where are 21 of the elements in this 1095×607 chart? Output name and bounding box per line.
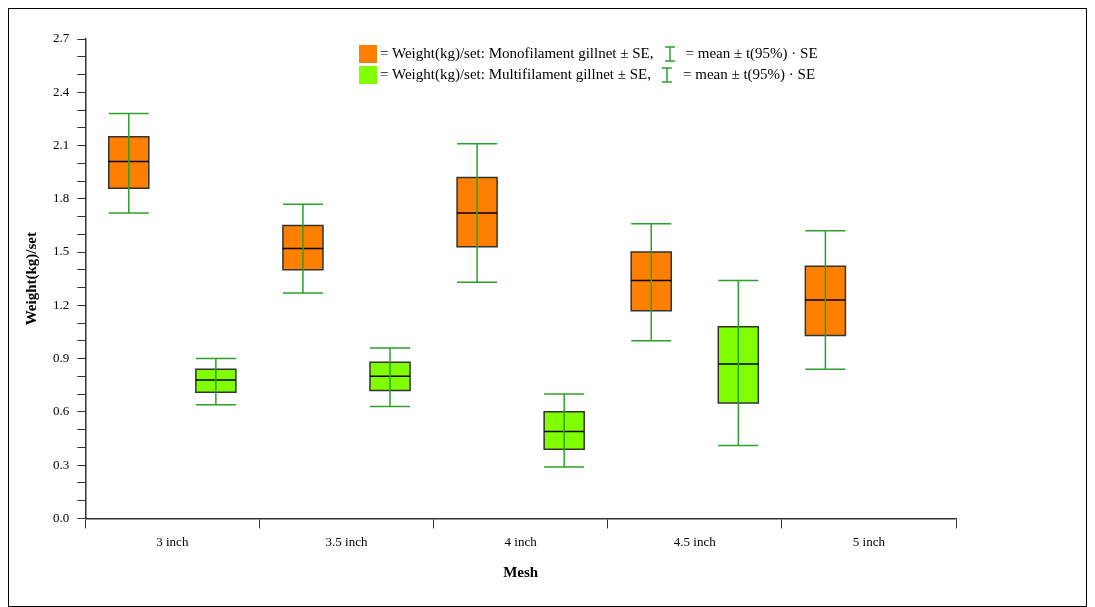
y-tick-label: 1.2	[53, 296, 70, 312]
x-tick-label: 4.5 inch	[673, 533, 717, 549]
y-tick-label: 0.9	[53, 350, 70, 366]
annotation: = mean ± t(95%) · SE	[685, 44, 818, 63]
y-tick-label: 0.3	[53, 456, 70, 472]
y-tick-label: 2.1	[53, 136, 70, 152]
x-tick-label: 3 inch	[156, 533, 189, 549]
y-tick-label: 2.4	[53, 83, 70, 99]
annotation: = mean ± t(95%) · SE	[683, 65, 816, 84]
y-tick-label: 2.7	[53, 30, 70, 46]
legend-label: = Weight(kg)/set: Monofilament gillnet ± SE,	[380, 44, 654, 63]
x-tick-label: 4 inch	[504, 533, 538, 549]
y-tick-label: 0.0	[53, 509, 70, 525]
y-tick-label: 0.6	[53, 403, 70, 419]
legend-label: = Weight(kg)/set: Multifilament gillnet ± SE,	[380, 65, 652, 84]
y-tick-label: 1.8	[53, 190, 70, 206]
y-axis-title: Weight(kg)/set	[22, 232, 40, 326]
x-tick-label: 3.5 inch	[325, 533, 368, 549]
x-tick-label: 5 inch	[852, 533, 886, 549]
y-tick-label: 1.5	[53, 243, 70, 259]
x-axis-title: Mesh	[503, 563, 539, 580]
